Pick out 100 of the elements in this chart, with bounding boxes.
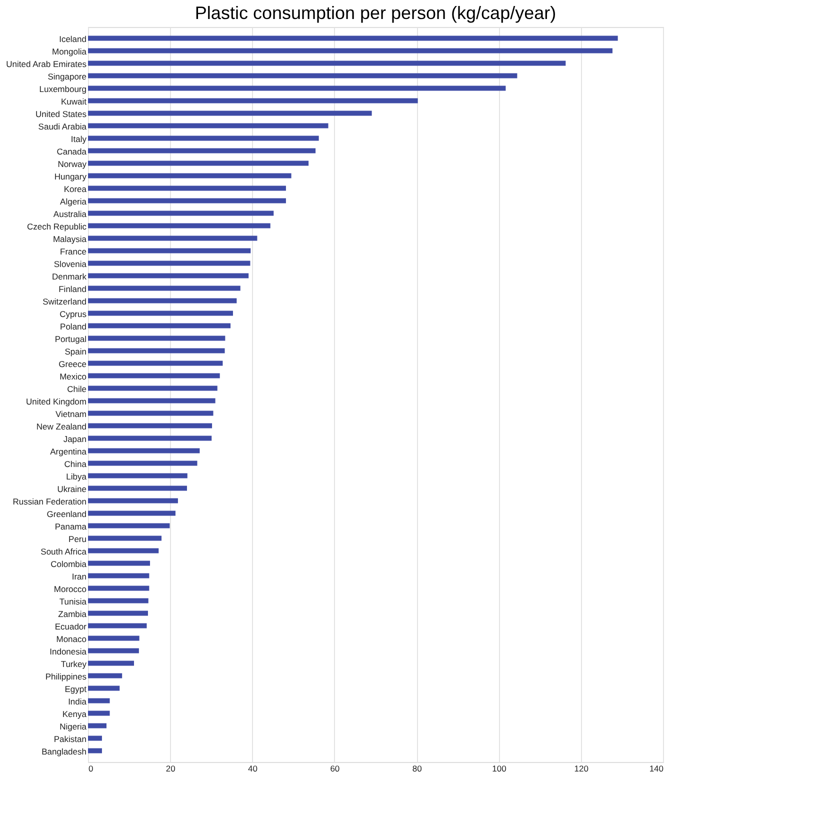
bar bbox=[88, 536, 162, 541]
bar bbox=[88, 73, 518, 78]
bar bbox=[88, 273, 249, 278]
bar bbox=[88, 36, 618, 41]
y-tick-label: Japan bbox=[63, 434, 87, 444]
bar bbox=[88, 398, 216, 404]
y-tick-label: Czech Republic bbox=[26, 221, 88, 232]
bar bbox=[88, 610, 148, 616]
y-tick-label: Greenland bbox=[46, 508, 87, 519]
y-tick-label: Slovenia bbox=[54, 258, 87, 269]
chart-title: Plastic consumption per person (kg/cap/year) bbox=[194, 3, 556, 23]
y-tick-label: Nigeria bbox=[60, 721, 87, 732]
y-tick-label: Iran bbox=[72, 571, 87, 582]
bar bbox=[88, 360, 223, 366]
y-tick-label: Mexico bbox=[60, 371, 87, 382]
bar bbox=[88, 460, 198, 466]
x-tick-label: 60 bbox=[330, 764, 340, 774]
bar bbox=[88, 160, 309, 166]
y-tick-label: Australia bbox=[53, 208, 87, 219]
bar bbox=[88, 423, 212, 428]
bar bbox=[88, 560, 150, 566]
x-tick-label: 40 bbox=[248, 764, 258, 774]
x-tick-label: 0 bbox=[88, 764, 94, 774]
bar bbox=[88, 710, 110, 716]
y-tick-label: Philippines bbox=[45, 671, 86, 682]
y-tick-label: New Zealand bbox=[36, 421, 87, 432]
y-tick-label: Italy bbox=[70, 134, 88, 144]
bar bbox=[88, 136, 319, 141]
bar bbox=[88, 698, 110, 704]
bar bbox=[88, 86, 506, 91]
y-tick-label: Saudi Arabia bbox=[38, 121, 87, 132]
bar bbox=[88, 236, 258, 241]
bar bbox=[88, 110, 372, 116]
bar bbox=[88, 373, 220, 378]
y-tick-label: Spain bbox=[64, 346, 87, 356]
y-tick-label: Malaysia bbox=[52, 234, 87, 244]
y-tick-label: Korea bbox=[64, 184, 87, 194]
bar bbox=[88, 473, 188, 478]
y-tick-label: United Kingdom bbox=[26, 396, 86, 406]
bar bbox=[88, 548, 159, 554]
bar bbox=[88, 198, 286, 204]
y-tick-label: Russian Federation bbox=[12, 496, 87, 506]
y-tick-label: Luxembourg bbox=[39, 84, 87, 94]
y-tick-label: Singapore bbox=[48, 71, 87, 82]
y-tick-label: Finland bbox=[58, 284, 87, 294]
bar bbox=[88, 223, 270, 228]
bar bbox=[88, 210, 274, 216]
y-tick-label: Zambia bbox=[58, 608, 87, 619]
y-tick-label: Peru bbox=[68, 534, 87, 544]
bar bbox=[88, 686, 120, 691]
y-tick-label: Libya bbox=[66, 471, 87, 482]
y-tick-label: Algeria bbox=[60, 196, 87, 206]
x-tick-label: 80 bbox=[412, 764, 422, 774]
x-tick-label: 140 bbox=[649, 764, 664, 774]
y-tick-label: Panama bbox=[54, 521, 87, 532]
y-tick-label: Vietnam bbox=[55, 408, 86, 419]
bar bbox=[88, 448, 200, 454]
y-tick-label: Kuwait bbox=[60, 96, 88, 106]
y-tick-label: South Africa bbox=[40, 546, 87, 556]
bar bbox=[88, 260, 250, 266]
bar bbox=[88, 636, 140, 641]
y-tick-label: Tunisia bbox=[59, 596, 87, 606]
bar bbox=[88, 336, 226, 341]
bar bbox=[88, 173, 292, 178]
y-tick-label: France bbox=[60, 246, 87, 256]
y-tick-label: Argentina bbox=[50, 446, 87, 456]
y-tick-label: India bbox=[68, 696, 87, 706]
y-tick-label: Canada bbox=[56, 146, 87, 156]
y-tick-label: Pakistan bbox=[54, 734, 87, 744]
y-tick-label: Hungary bbox=[54, 171, 88, 182]
bar bbox=[88, 348, 225, 354]
bar bbox=[88, 748, 102, 754]
bar bbox=[88, 723, 106, 728]
bar bbox=[88, 123, 328, 128]
bar bbox=[88, 148, 316, 154]
bar bbox=[88, 248, 251, 254]
bar bbox=[88, 510, 176, 516]
y-tick-label: Denmark bbox=[52, 271, 88, 282]
y-tick-label: Portugal bbox=[54, 334, 87, 344]
y-tick-label: Kenya bbox=[62, 708, 87, 719]
y-tick-label: Egypt bbox=[64, 684, 88, 694]
y-tick-label: China bbox=[64, 458, 87, 469]
y-tick-label: Monaco bbox=[56, 634, 87, 644]
bar bbox=[88, 436, 212, 441]
y-tick-label: United States bbox=[35, 108, 86, 119]
y-tick-label: Bangladesh bbox=[42, 746, 87, 756]
bar bbox=[88, 623, 147, 628]
y-tick-label: Mongolia bbox=[52, 46, 87, 56]
bar bbox=[88, 286, 240, 291]
bar bbox=[88, 660, 134, 666]
y-tick-label: Chile bbox=[67, 384, 87, 394]
bar bbox=[88, 410, 214, 416]
bar bbox=[88, 48, 612, 54]
y-tick-label: Ukraine bbox=[57, 484, 87, 494]
x-tick-label: 100 bbox=[492, 764, 507, 774]
bar bbox=[88, 298, 237, 304]
y-tick-label: Switzerland bbox=[42, 296, 87, 306]
bar bbox=[88, 386, 218, 391]
y-tick-label: Norway bbox=[58, 158, 88, 169]
bar bbox=[88, 673, 122, 678]
